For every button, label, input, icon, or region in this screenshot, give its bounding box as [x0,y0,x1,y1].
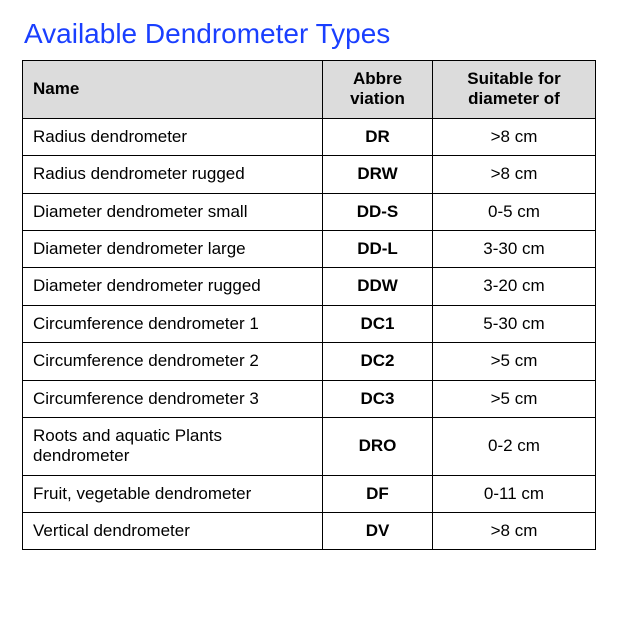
page: Available Dendrometer Types Name Abbre v… [0,0,635,568]
table-row: Radius dendrometerDR>8 cm [23,118,596,155]
cell-name: Diameter dendrometer small [23,193,323,230]
cell-suitable: >5 cm [433,380,596,417]
cell-name: Radius dendrometer [23,118,323,155]
cell-abbr: DDW [323,268,433,305]
cell-abbr: DF [323,475,433,512]
cell-name: Circumference dendrometer 2 [23,343,323,380]
table-row: Radius dendrometer ruggedDRW>8 cm [23,156,596,193]
cell-suitable: >8 cm [433,513,596,550]
table-header: Name Abbre viation Suitable for diameter… [23,61,596,119]
cell-name: Vertical dendrometer [23,513,323,550]
cell-suitable: 0-5 cm [433,193,596,230]
cell-name: Circumference dendrometer 1 [23,305,323,342]
table-row: Circumference dendrometer 2DC2>5 cm [23,343,596,380]
cell-suitable: 5-30 cm [433,305,596,342]
col-header-abbr: Abbre viation [323,61,433,119]
cell-abbr: DRO [323,417,433,475]
cell-suitable: >5 cm [433,343,596,380]
cell-suitable: 0-2 cm [433,417,596,475]
cell-suitable: 0-11 cm [433,475,596,512]
cell-suitable: >8 cm [433,118,596,155]
table-row: Diameter dendrometer largeDD-L3-30 cm [23,230,596,267]
table-row: Diameter dendrometer smallDD-S0-5 cm [23,193,596,230]
table-row: Diameter dendrometer ruggedDDW3-20 cm [23,268,596,305]
cell-suitable: >8 cm [433,156,596,193]
cell-name: Roots and aquatic Plants dendrometer [23,417,323,475]
col-header-suit: Suitable for diameter of [433,61,596,119]
cell-abbr: DV [323,513,433,550]
table-row: Roots and aquatic Plants dendrometerDRO0… [23,417,596,475]
cell-name: Diameter dendrometer large [23,230,323,267]
table-row: Fruit, vegetable dendrometerDF0-11 cm [23,475,596,512]
cell-abbr: DC3 [323,380,433,417]
cell-abbr: DC2 [323,343,433,380]
cell-abbr: DRW [323,156,433,193]
cell-suitable: 3-20 cm [433,268,596,305]
table-body: Radius dendrometerDR>8 cmRadius dendrome… [23,118,596,550]
dendrometer-table: Name Abbre viation Suitable for diameter… [22,60,596,550]
cell-abbr: DD-S [323,193,433,230]
col-header-name: Name [23,61,323,119]
cell-name: Circumference dendrometer 3 [23,380,323,417]
page-title: Available Dendrometer Types [22,18,613,50]
table-header-row: Name Abbre viation Suitable for diameter… [23,61,596,119]
cell-suitable: 3-30 cm [433,230,596,267]
table-row: Circumference dendrometer 1DC15-30 cm [23,305,596,342]
cell-name: Diameter dendrometer rugged [23,268,323,305]
cell-abbr: DD-L [323,230,433,267]
cell-abbr: DR [323,118,433,155]
table-row: Vertical dendrometerDV>8 cm [23,513,596,550]
table-row: Circumference dendrometer 3DC3>5 cm [23,380,596,417]
cell-name: Fruit, vegetable dendrometer [23,475,323,512]
cell-abbr: DC1 [323,305,433,342]
cell-name: Radius dendrometer rugged [23,156,323,193]
